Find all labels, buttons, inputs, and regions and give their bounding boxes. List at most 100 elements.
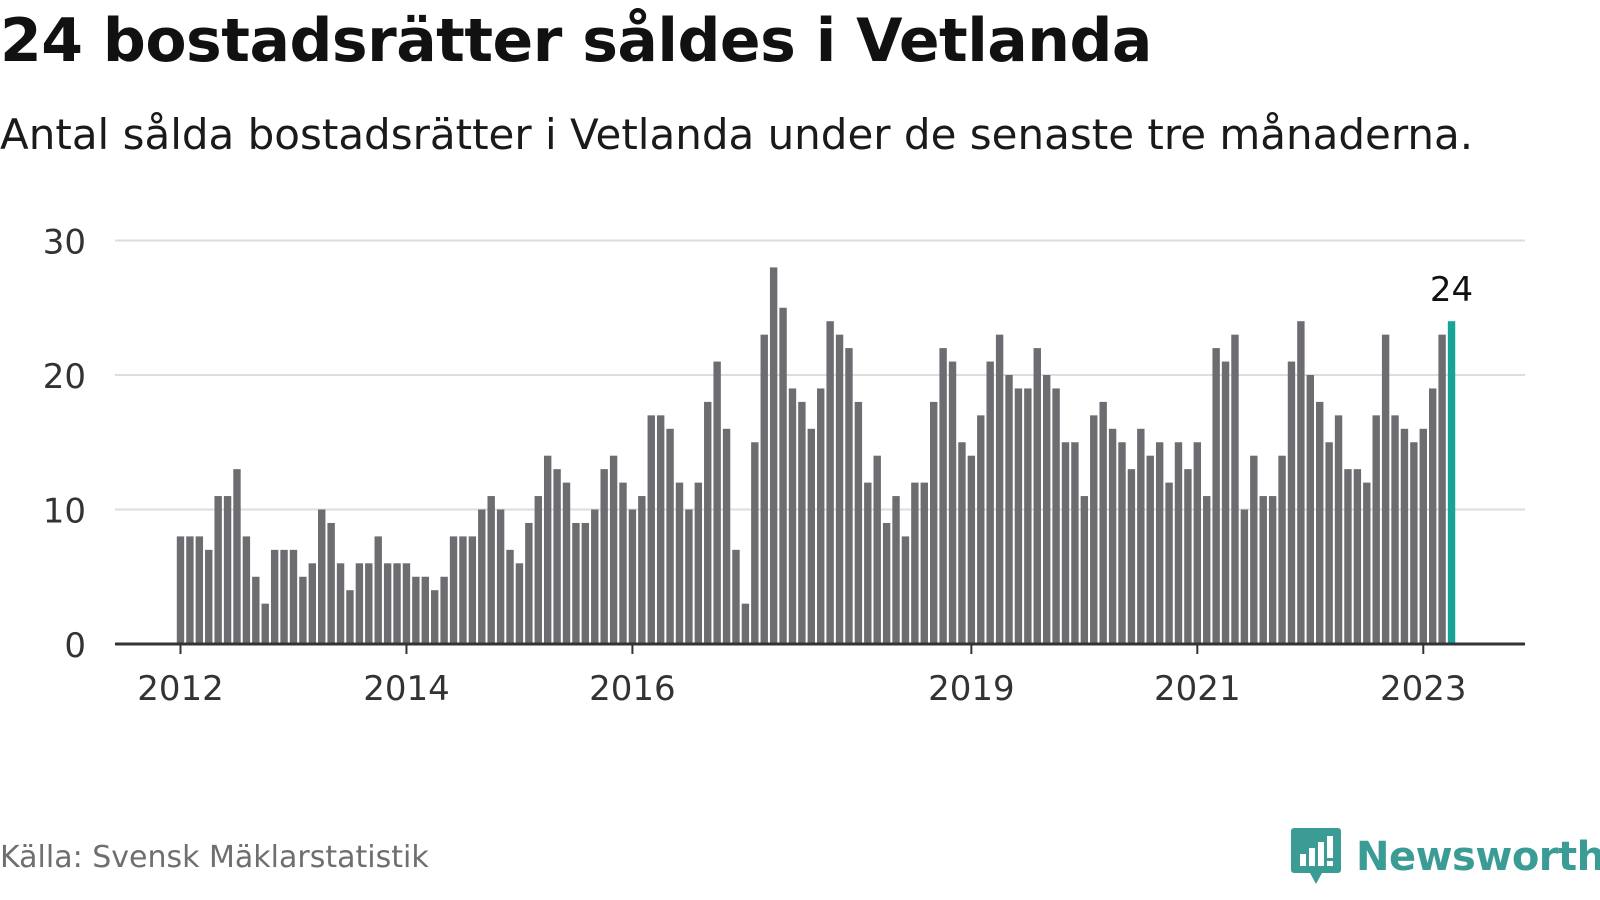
bar xyxy=(242,536,251,644)
bar xyxy=(854,401,863,644)
x-tick-label: 2016 xyxy=(589,669,676,709)
y-tick-label: 20 xyxy=(43,357,86,397)
bar xyxy=(1174,442,1183,644)
bar xyxy=(751,442,759,644)
brand-logo: Newsworthy xyxy=(1290,822,1600,892)
bar-chart: 0 10 20 30 2012 2014 2016 2019 2021 2023 24 xyxy=(43,223,1525,709)
bar xyxy=(525,522,533,644)
x-tick-label: 2012 xyxy=(137,669,224,709)
bar xyxy=(1306,375,1314,644)
x-tick-label: 2014 xyxy=(363,669,450,709)
bar xyxy=(977,415,985,644)
bar xyxy=(1268,496,1277,644)
bar xyxy=(374,536,382,644)
bar xyxy=(1118,442,1126,644)
bar xyxy=(365,563,373,644)
bar xyxy=(1061,442,1070,644)
bar xyxy=(873,455,881,644)
bar xyxy=(647,415,655,644)
bar xyxy=(779,307,787,644)
bar xyxy=(299,576,307,644)
bar xyxy=(826,321,834,644)
bar xyxy=(609,455,618,644)
bar xyxy=(1231,334,1239,644)
bar xyxy=(233,469,241,644)
bar xyxy=(760,334,768,644)
chart-subtitle: Antal sålda bostadsrätter i Vetlanda und… xyxy=(0,110,1474,159)
bar xyxy=(694,482,703,644)
bar xyxy=(1071,442,1079,644)
bar xyxy=(478,509,486,644)
bar xyxy=(1099,401,1107,644)
bar xyxy=(1391,415,1399,644)
bar xyxy=(1325,442,1333,644)
bar xyxy=(534,496,542,644)
bar xyxy=(195,536,204,644)
bar xyxy=(1042,375,1051,644)
bar xyxy=(656,415,665,644)
bar xyxy=(845,348,853,644)
bar xyxy=(619,482,627,644)
bar xyxy=(1193,442,1202,644)
bar xyxy=(807,428,816,644)
bar xyxy=(270,549,279,644)
bar xyxy=(967,455,976,644)
bar xyxy=(280,549,288,644)
bar xyxy=(1400,428,1409,644)
bar xyxy=(515,563,524,644)
bar xyxy=(741,603,750,644)
chart-title: 24 bostadsrätter såldes i Vetlanda xyxy=(0,6,1152,76)
bar xyxy=(562,482,571,644)
bar xyxy=(572,522,580,644)
bar xyxy=(459,536,467,644)
bar xyxy=(421,576,429,644)
bar xyxy=(920,482,928,644)
bar xyxy=(882,522,891,644)
bar xyxy=(1024,388,1032,644)
bar xyxy=(892,496,900,644)
bar xyxy=(1419,428,1427,644)
bar xyxy=(205,549,213,644)
bar xyxy=(638,496,646,644)
bar xyxy=(355,563,364,644)
bar xyxy=(1203,496,1211,644)
bar xyxy=(440,576,448,644)
x-axis-ticks: 2012 2014 2016 2019 2021 2023 xyxy=(137,644,1467,709)
bar xyxy=(1240,509,1249,644)
bar xyxy=(769,267,778,644)
bar xyxy=(1334,415,1343,644)
bar xyxy=(1005,375,1013,644)
bar xyxy=(1080,496,1089,644)
bar xyxy=(1165,482,1173,644)
bar xyxy=(214,496,222,644)
bar xyxy=(261,603,269,644)
bar xyxy=(1221,361,1230,644)
bar xyxy=(327,522,335,644)
bar xyxy=(543,455,552,644)
bar xyxy=(1278,455,1286,644)
bar xyxy=(1155,442,1164,644)
bar xyxy=(1014,388,1023,644)
bar xyxy=(911,482,919,644)
y-tick-label: 10 xyxy=(43,492,86,532)
x-tick-label: 2021 xyxy=(1154,669,1241,709)
bar xyxy=(402,563,411,644)
brand-name: Newsworthy xyxy=(1356,834,1600,880)
bar xyxy=(1363,482,1371,644)
bar xyxy=(412,576,420,644)
bar xyxy=(186,536,194,644)
bar xyxy=(798,401,806,644)
bar xyxy=(628,509,637,644)
bar xyxy=(835,334,844,644)
bar xyxy=(591,509,599,644)
bar xyxy=(1137,428,1145,644)
bar xyxy=(732,549,740,644)
bar xyxy=(496,509,505,644)
bar xyxy=(176,536,185,644)
bar xyxy=(685,509,693,644)
bar xyxy=(223,496,232,644)
bar xyxy=(1259,496,1267,644)
bar xyxy=(817,388,825,644)
bar xyxy=(901,536,910,644)
bar xyxy=(393,563,401,644)
